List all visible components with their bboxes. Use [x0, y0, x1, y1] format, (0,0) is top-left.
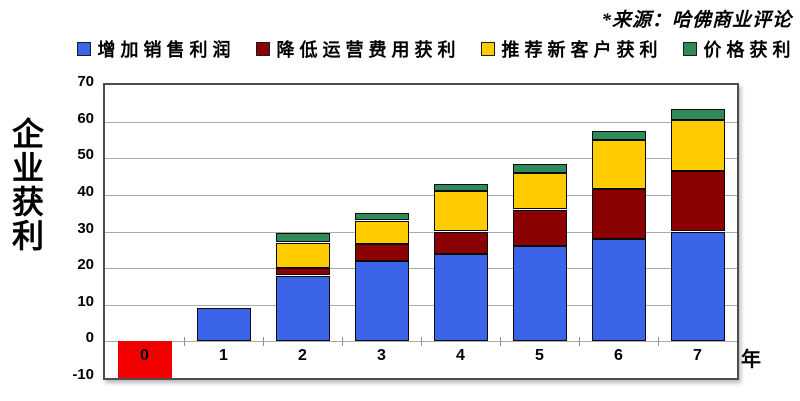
legend-label: 降低运营费用获利 [276, 40, 461, 60]
bar-segment [275, 233, 330, 243]
y-tick-label: 30 [77, 219, 94, 237]
y-tick-label: 70 [77, 73, 94, 90]
category-axis-tick [184, 337, 185, 347]
bar-segment [354, 260, 409, 342]
category-axis-tick [500, 337, 501, 347]
bar-segment [196, 308, 251, 342]
y-gridline [105, 268, 737, 270]
legend-label: 增加销售利润 [97, 40, 236, 60]
y-tick-label: 50 [77, 146, 94, 164]
legend-item: 价格获利 [682, 36, 796, 62]
category-axis-tick [421, 337, 422, 347]
bar-segment [591, 139, 646, 190]
bar-segment [670, 119, 725, 172]
category-axis-tick [658, 337, 659, 347]
bar-segment [275, 242, 330, 269]
legend-label: 价格获利 [703, 40, 796, 60]
x-tick-label: 5 [535, 347, 544, 364]
bar-segment [275, 275, 330, 342]
x-tick-label: 2 [298, 347, 307, 364]
legend-swatch-icon [682, 42, 697, 56]
bar-segment [433, 231, 488, 254]
y-tick-label: 20 [77, 256, 94, 274]
legend-swatch-icon [255, 42, 270, 56]
bar-segment [275, 268, 330, 276]
bar-segment [591, 189, 646, 239]
y-tick-label: -10 [72, 366, 94, 383]
x-tick-label: 4 [456, 347, 465, 364]
bar-segment [433, 253, 488, 342]
bar-segment [670, 108, 725, 120]
category-axis-tick [579, 337, 580, 347]
bar-segment [433, 183, 488, 192]
legend: 增加销售利润 降低运营费用获利 推荐新客户获利 价格获利 [72, 36, 800, 62]
x-tick-label: 0 [140, 347, 149, 364]
bar-segment [512, 246, 567, 342]
legend-swatch-icon [76, 42, 91, 56]
x-axis-unit-label: 年 [741, 349, 761, 371]
y-gridline [105, 304, 737, 306]
legend-item: 推荐新客户获利 [480, 36, 663, 62]
x-tick-label: 7 [693, 347, 702, 364]
bar-segment [591, 238, 646, 342]
legend-label: 推荐新客户获利 [501, 40, 663, 60]
bar-segment [670, 231, 725, 342]
legend-item: 降低运营费用获利 [255, 36, 461, 62]
bar-segment [591, 130, 646, 140]
y-gridline [105, 121, 737, 123]
bar-segment [354, 213, 409, 221]
category-axis-tick [263, 337, 264, 347]
y-tick-label: 40 [77, 182, 94, 200]
y-tick-label: 60 [77, 109, 94, 127]
legend-item: 增加销售利润 [76, 36, 236, 62]
negative-bar [117, 341, 172, 378]
y-gridline [105, 194, 737, 196]
y-tick-label: 0 [85, 329, 94, 347]
x-tick-label: 6 [614, 347, 623, 364]
y-tick-label: 10 [77, 292, 94, 310]
bar-segment [433, 191, 488, 232]
y-axis-title: 企业获利 [8, 117, 44, 253]
plot-area: 0 1 2 3 4 5 6 7 [103, 83, 739, 380]
category-axis-tick [342, 337, 343, 347]
bar-segment [512, 209, 567, 247]
bar-segment [512, 163, 567, 173]
x-tick-label: 3 [377, 347, 386, 364]
bar-segment [670, 171, 725, 232]
bar-segment [354, 244, 409, 261]
x-tick-label: 1 [219, 347, 228, 364]
bar-segment [354, 220, 409, 245]
y-gridline [105, 158, 737, 160]
y-gridline [105, 231, 737, 233]
bar-segment [512, 172, 567, 210]
source-note: *来源：哈佛商业评论 [601, 10, 792, 31]
legend-swatch-icon [480, 42, 495, 56]
